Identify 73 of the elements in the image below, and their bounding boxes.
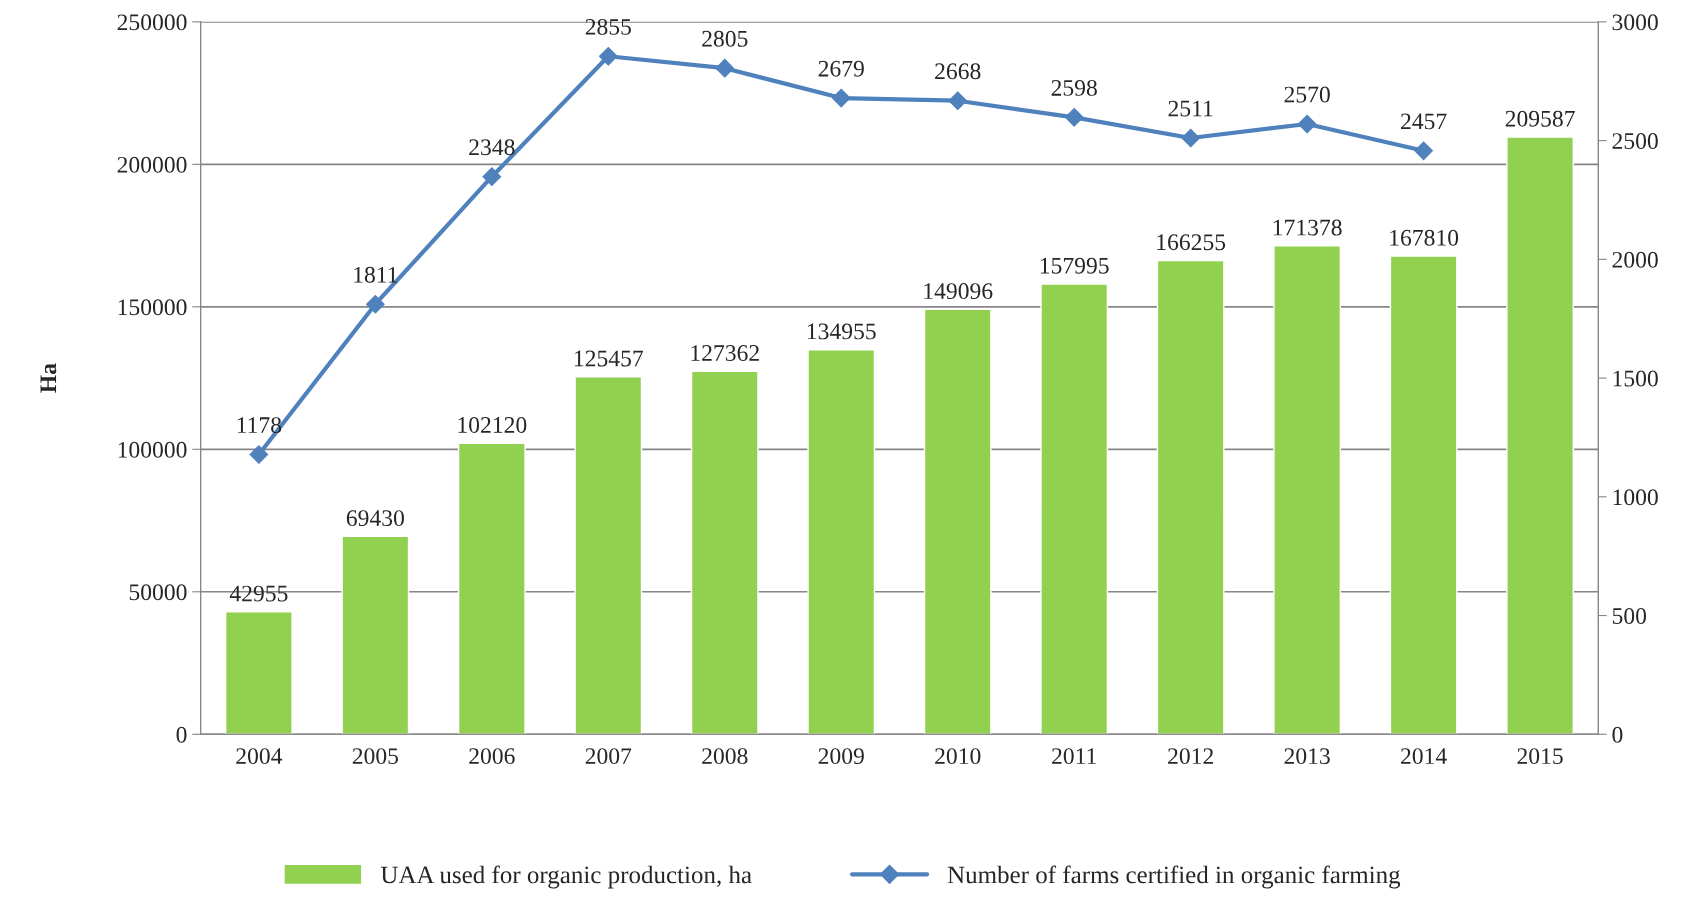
y-tick-label: 250000 xyxy=(117,14,187,31)
bar xyxy=(341,535,410,735)
y-tick-label: 150000 xyxy=(118,299,187,316)
bar xyxy=(457,442,526,735)
data-label: 69430 xyxy=(346,510,404,527)
data-label: 134955 xyxy=(807,323,876,340)
data-label: 2570 xyxy=(1284,86,1330,103)
data-label: 125457 xyxy=(574,350,644,367)
x-tick-label: 2015 xyxy=(1517,748,1563,765)
y2-tick-label: 2500 xyxy=(1612,133,1658,150)
data-label: 102120 xyxy=(458,416,527,433)
y2-tick-label: 1500 xyxy=(1613,370,1658,387)
y-tick-label: 200000 xyxy=(117,156,187,173)
data-label: 127362 xyxy=(691,345,759,361)
data-label: 157995 xyxy=(1040,257,1109,274)
x-tick-label: 2014 xyxy=(1401,748,1447,765)
bar xyxy=(807,349,876,735)
data-label: 209587 xyxy=(1505,110,1575,127)
data-label: 1811 xyxy=(354,266,398,283)
y-tick-label: 50000 xyxy=(129,584,187,601)
x-tick-label: 2011 xyxy=(1052,748,1096,765)
data-label: 2805 xyxy=(702,30,748,47)
y2-tick-label: 2000 xyxy=(1612,251,1658,268)
y-tick-label: 100000 xyxy=(118,441,187,458)
data-label: 2855 xyxy=(585,18,631,35)
legend-label: Number of farms certified in organic farming xyxy=(947,865,1401,889)
x-tick-label: 2009 xyxy=(818,748,864,765)
data-label: 2348 xyxy=(469,139,515,156)
bar xyxy=(1273,245,1342,735)
data-label: 171378 xyxy=(1273,219,1342,236)
point xyxy=(831,88,851,108)
data-label: 2457 xyxy=(1401,113,1447,130)
x-tick-label: 2008 xyxy=(702,748,748,765)
point xyxy=(365,294,385,314)
y2-tick-label: 3000 xyxy=(1612,14,1658,31)
bar xyxy=(690,370,759,735)
data-label: 1178 xyxy=(237,417,282,434)
bar xyxy=(1040,283,1109,735)
x-tick-label: 2004 xyxy=(236,748,283,765)
bar xyxy=(1506,136,1574,735)
bar xyxy=(923,308,992,735)
y-axis-title: Ha xyxy=(40,363,57,393)
y2-tick-label: 1000 xyxy=(1613,489,1658,506)
legend-label: UAA used for organic production, ha xyxy=(380,865,752,889)
x-tick-label: 2010 xyxy=(935,748,981,765)
point xyxy=(715,58,735,78)
data-label: 2511 xyxy=(1168,100,1213,117)
y2-tick-label: 500 xyxy=(1612,608,1647,624)
point xyxy=(1414,141,1433,161)
point xyxy=(482,167,502,187)
data-label: 167810 xyxy=(1390,229,1459,246)
data-label: 149096 xyxy=(924,283,993,300)
bar xyxy=(1156,259,1225,735)
x-tick-label: 2012 xyxy=(1168,748,1213,765)
data-label: 2679 xyxy=(818,60,864,77)
bar xyxy=(1389,255,1458,735)
point xyxy=(598,46,618,66)
data-label: 2598 xyxy=(1051,79,1097,96)
x-tick-label: 2007 xyxy=(585,748,632,765)
point xyxy=(249,445,269,464)
bar xyxy=(574,376,643,735)
x-tick-label: 2013 xyxy=(1284,748,1330,765)
point xyxy=(1297,114,1317,134)
point xyxy=(948,91,968,111)
y2-tick-label: 0 xyxy=(1612,726,1623,743)
bar xyxy=(224,611,293,735)
y-tick-label: 0 xyxy=(176,726,187,743)
data-label: 166255 xyxy=(1157,234,1226,251)
point xyxy=(1181,128,1201,148)
x-tick-label: 2005 xyxy=(352,748,399,765)
point xyxy=(1064,107,1084,127)
x-tick-label: 2006 xyxy=(469,748,515,765)
data-label: 2668 xyxy=(935,63,981,80)
